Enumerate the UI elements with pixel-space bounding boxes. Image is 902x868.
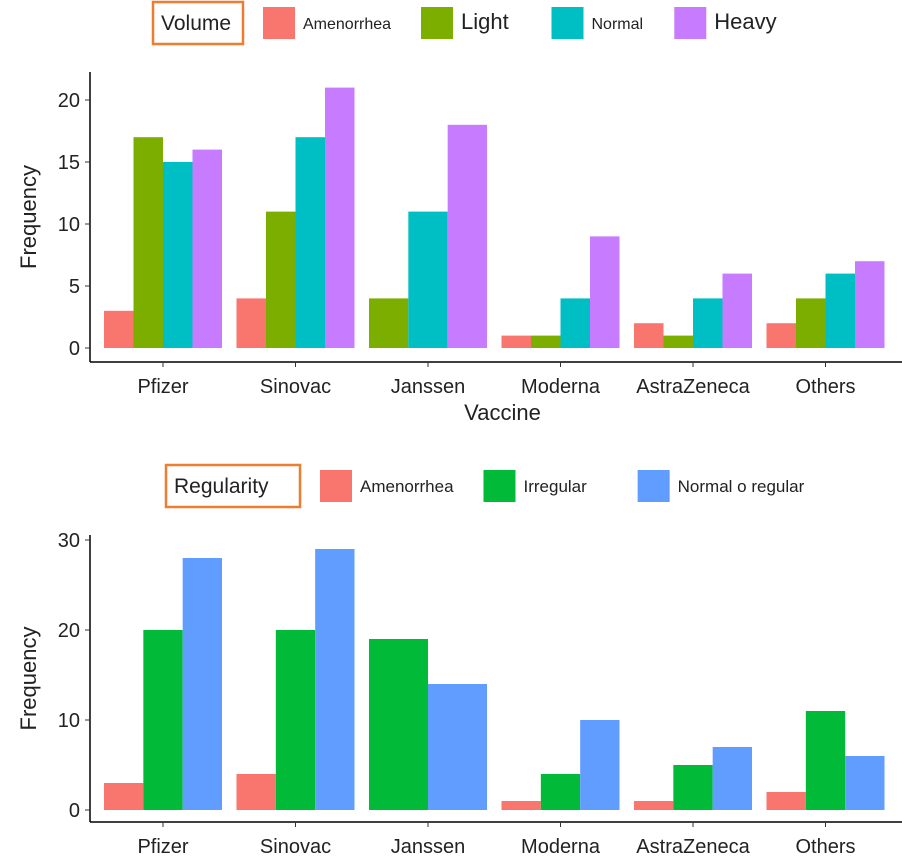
bar-light-sinovac (266, 211, 296, 348)
y-tick-label: 10 (58, 214, 80, 236)
bar-amenorrhea-pfizer (104, 783, 144, 810)
y-tick-label: 0 (69, 800, 80, 822)
bar-amenorrhea-others (766, 323, 796, 348)
bar-normal-o-regular-others (845, 756, 885, 810)
bar-amenorrhea-sinovac (236, 774, 276, 810)
bar-heavy-others (855, 261, 885, 348)
y-tick-label: 15 (58, 152, 80, 174)
bar-normal-o-regular-janssen (428, 684, 487, 810)
legend-label: Heavy (714, 9, 776, 34)
bar-normal-sinovac (295, 137, 325, 348)
bar-amenorrhea-pfizer (104, 310, 134, 348)
legend-label: Amenorrhea (360, 477, 454, 496)
bar-normal-astrazeneca (693, 298, 723, 348)
legend-label: Normal (592, 16, 644, 33)
legend-swatch (637, 470, 670, 502)
legend-swatch (320, 470, 352, 502)
bar-amenorrhea-others (766, 792, 806, 810)
x-tick-label: Janssen (391, 376, 466, 398)
x-tick-label: Others (795, 376, 855, 398)
y-axis-label: Frequency (16, 627, 41, 731)
x-tick-label: Pfizer (137, 836, 188, 858)
x-tick-label: Pfizer (137, 376, 188, 398)
legend-label: Normal o regular (678, 477, 805, 496)
y-tick-label: 20 (58, 90, 80, 112)
bar-heavy-sinovac (325, 87, 355, 348)
y-tick-label: 5 (69, 276, 80, 298)
legend-label: Light (461, 9, 509, 34)
bar-light-others (796, 298, 826, 348)
x-tick-label: Moderna (521, 376, 601, 398)
bar-amenorrhea-astrazeneca (634, 801, 674, 810)
bar-heavy-janssen (447, 124, 487, 348)
bar-irregular-janssen (369, 639, 428, 810)
legend-swatch (263, 7, 295, 39)
y-tick-label: 0 (69, 338, 80, 360)
bar-normal-others (825, 273, 855, 348)
x-tick-label: Sinovac (260, 836, 331, 858)
legend-title: Regularity (174, 475, 269, 498)
bar-amenorrhea-astrazeneca (634, 323, 664, 348)
bar-normal-janssen (408, 211, 448, 348)
legend-swatch (674, 7, 707, 39)
bar-irregular-pfizer (143, 630, 183, 810)
y-tick-label: 30 (58, 530, 80, 552)
bar-heavy-astrazeneca (722, 273, 752, 348)
bar-irregular-astrazeneca (673, 765, 713, 810)
x-tick-label: Others (795, 836, 855, 858)
y-tick-label: 20 (58, 620, 80, 642)
legend-swatch (483, 470, 516, 502)
x-tick-label: Janssen (391, 836, 466, 858)
legend-title-box (164, 463, 302, 509)
legend-title: Volume (161, 12, 231, 35)
x-tick-label: AstraZeneca (636, 836, 750, 858)
x-tick-label: Moderna (521, 836, 601, 858)
bar-normal-o-regular-moderna (580, 720, 620, 810)
legend-title-box (151, 0, 245, 46)
x-tick-label: AstraZeneca (636, 376, 750, 398)
bar-normal-moderna (560, 298, 590, 348)
bar-irregular-moderna (540, 774, 581, 810)
legend-label: Amenorrhea (303, 16, 391, 33)
bar-irregular-sinovac (275, 630, 316, 810)
y-tick-label: 10 (58, 710, 80, 732)
legend-swatch (551, 7, 584, 39)
bar-normal-o-regular-pfizer (182, 558, 222, 810)
bar-light-moderna (531, 335, 561, 348)
x-tick-label: Sinovac (260, 376, 331, 398)
bar-normal-o-regular-sinovac (315, 549, 355, 810)
bar-normal-o-regular-astrazeneca (712, 747, 752, 810)
legend-swatch (421, 7, 453, 39)
bar-heavy-pfizer (192, 149, 222, 348)
bar-light-janssen (369, 298, 409, 348)
bar-amenorrhea-moderna (501, 801, 541, 810)
bar-amenorrhea-sinovac (236, 298, 266, 348)
legend-label: Irregular (524, 477, 588, 496)
bar-heavy-moderna (590, 236, 620, 348)
x-axis-label: Vaccine (464, 400, 541, 425)
bar-light-pfizer (133, 137, 163, 348)
bar-normal-pfizer (163, 162, 193, 348)
bar-amenorrhea-moderna (501, 335, 531, 348)
y-axis-label: Frequency (16, 165, 41, 269)
bar-irregular-others (805, 711, 846, 810)
bar-light-astrazeneca (663, 335, 693, 348)
